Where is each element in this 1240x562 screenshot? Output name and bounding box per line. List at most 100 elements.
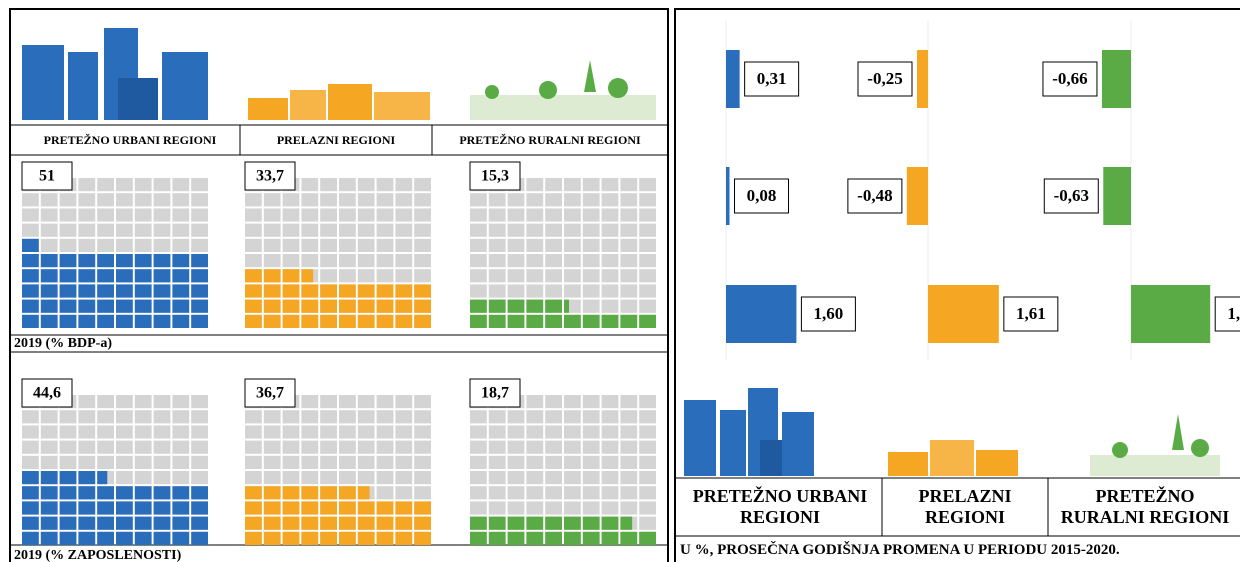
waffle-fill (639, 531, 656, 545)
waffle-fill (376, 299, 394, 313)
waffle-cell (639, 238, 656, 252)
waffle-cell (395, 425, 413, 439)
waffle-fill (282, 516, 300, 530)
waffle-fill (301, 314, 319, 328)
waffle-cell (639, 193, 656, 207)
waffle-cell (395, 440, 413, 454)
waffle-cell (620, 299, 638, 313)
waffle-fill (97, 284, 114, 298)
waffle-cell (620, 425, 638, 439)
waffle-fill (134, 269, 152, 283)
waffle (470, 395, 656, 545)
waffle-fill (282, 501, 300, 515)
bar (1131, 285, 1211, 343)
waffle-cell (395, 238, 413, 252)
waffle-fill (582, 531, 600, 545)
waffle-cell (357, 208, 375, 222)
waffle-cell (40, 208, 58, 222)
waffle-fill (40, 501, 58, 515)
waffle-cell (339, 178, 356, 192)
waffle (245, 395, 431, 545)
waffle-cell (97, 425, 114, 439)
waffle-cell (639, 395, 656, 409)
waffle-cell (470, 208, 487, 222)
waffle-cell (639, 455, 656, 469)
waffle-cell (301, 440, 319, 454)
value-label: 36,7 (256, 385, 284, 402)
waffle-cell (282, 193, 300, 207)
waffle-cell (639, 208, 656, 222)
waffle-fill (116, 516, 133, 530)
bar (1103, 167, 1131, 225)
waffle-cell (488, 254, 506, 268)
waffle-cell (601, 254, 619, 268)
waffle-cell (116, 440, 133, 454)
waffle-cell (620, 208, 638, 222)
waffle-fill (22, 254, 39, 268)
label-box (469, 161, 521, 191)
waffle-fill (78, 254, 96, 268)
label-box (1214, 296, 1240, 332)
waffle-fill (245, 284, 262, 298)
waffle-fill (191, 531, 208, 545)
waffle-cell (601, 208, 619, 222)
right-panel (674, 8, 1240, 562)
waffle-cell (376, 223, 394, 237)
waffle-fill (97, 516, 114, 530)
waffle-fill (78, 314, 96, 328)
waffle-cell (376, 178, 394, 192)
label-box (1003, 296, 1059, 332)
waffle-fill (191, 314, 208, 328)
waffle-fill (134, 284, 152, 298)
waffle-cell (78, 238, 96, 252)
waffle-fill (320, 501, 337, 515)
waffle-cell (134, 223, 152, 237)
waffle-fill (97, 269, 114, 283)
waffle-cell (414, 269, 431, 283)
waffle-cell (470, 269, 487, 283)
bar (917, 50, 928, 108)
waffle-cell (22, 208, 39, 222)
waffle-cell (545, 395, 562, 409)
waffle-fill (78, 501, 96, 515)
waffle (22, 178, 208, 328)
waffle-cell (376, 410, 394, 424)
waffle-cell (153, 178, 171, 192)
waffle-cell (488, 269, 506, 283)
waffle-fill (488, 516, 506, 530)
waffle-cell (301, 238, 319, 252)
waffle-cell (134, 208, 152, 222)
value-label: 44,6 (33, 385, 61, 402)
note: U %, PROSEČNA GODIŠNJA PROMENA U PERIODU… (680, 541, 1120, 558)
waffle-cell (601, 178, 619, 192)
waffle-cell (488, 284, 506, 298)
waffle-cell (582, 284, 600, 298)
waffle-fill (263, 486, 281, 500)
waffle-cell (59, 223, 77, 237)
waffle-cell (301, 193, 319, 207)
waffle-fill (245, 269, 262, 283)
waffle-cell (601, 455, 619, 469)
category-label: PRETEŽNO RURALNI REGIONI (1060, 486, 1230, 527)
waffle-cell (282, 455, 300, 469)
value-label: 15,3 (481, 168, 509, 185)
value-label: 1,60 (814, 304, 844, 323)
waffle-fill (153, 531, 171, 545)
waffle-cell (263, 223, 281, 237)
waffle-fill (282, 269, 300, 283)
waffle-cell (191, 425, 208, 439)
waffle-cell (59, 410, 77, 424)
waffle-cell (639, 223, 656, 237)
waffle-cell (582, 299, 600, 313)
waffle-cell (414, 425, 431, 439)
waffle-fill (470, 516, 487, 530)
waffle-cell (339, 425, 356, 439)
waffle-cell (564, 471, 581, 485)
waffle-fill (59, 314, 77, 328)
waffle-cell (191, 410, 208, 424)
waffle-cell (582, 269, 600, 283)
waffle-cell (564, 284, 581, 298)
waffle-fill (395, 284, 413, 298)
waffle-cell (282, 471, 300, 485)
